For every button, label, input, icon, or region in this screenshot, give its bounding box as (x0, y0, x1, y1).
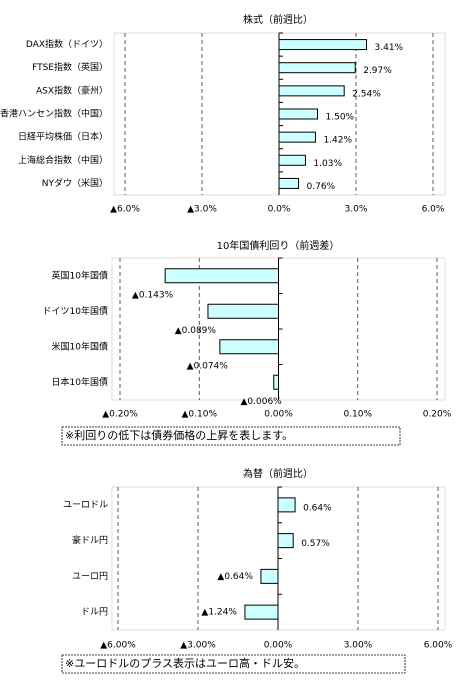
chart-title: 為替（前週比） (243, 467, 313, 480)
value-label: 0.64% (303, 503, 332, 513)
bar (277, 533, 294, 549)
category-label: NYダウ（米国） (42, 177, 108, 189)
x-tick-label: ▲6.00% (100, 641, 136, 651)
value-label: 1.03% (313, 159, 342, 169)
x-tick-label: 6.0% (422, 205, 445, 215)
value-label: 0.57% (301, 539, 330, 549)
category-label: 英国10年国債 (52, 269, 108, 281)
x-tick-label: ▲3.00% (180, 641, 216, 651)
x-tick-label: 6.00% (424, 641, 453, 651)
note-box (61, 654, 406, 674)
bar (277, 497, 296, 513)
x-tick-label: 0.0% (268, 205, 291, 215)
bar (278, 108, 318, 120)
value-label: 1.50% (326, 113, 355, 123)
bar (278, 85, 345, 97)
x-tick-label: 0.00% (264, 641, 293, 651)
bar (278, 62, 356, 74)
x-tick-label: 0.20% (423, 410, 452, 420)
category-label: 香港ハンセン指数（中国） (0, 108, 108, 120)
bar (278, 177, 300, 189)
note-box (61, 426, 401, 446)
x-tick-label: 0.10% (343, 410, 372, 420)
chart-title: 株式（前週比） (243, 13, 313, 26)
bar (273, 374, 279, 390)
category-label: ドル円 (81, 607, 108, 618)
value-label: ▲0.089% (175, 326, 217, 336)
category-label: ドイツ10年国債 (43, 305, 108, 317)
value-label: 2.54% (352, 89, 381, 99)
x-tick-label: ▲6.0% (110, 205, 140, 215)
value-label: 2.97% (363, 66, 392, 76)
category-label: FTSE指数（英国） (32, 61, 108, 73)
value-label: ▲0.006% (240, 397, 282, 407)
x-tick-label: ▲3.0% (187, 205, 217, 215)
bar (278, 131, 316, 143)
category-label: 日本10年国債 (52, 376, 108, 388)
x-tick-label: ▲0.20% (102, 410, 138, 420)
bar (278, 39, 368, 51)
x-tick-label: ▲0.10% (181, 410, 217, 420)
chart-title: 10年国債利回り（前週差） (217, 239, 340, 252)
category-label: 米国10年国債 (52, 340, 108, 352)
category-label: ユーロ円 (72, 571, 108, 582)
value-label: ▲0.143% (132, 290, 174, 300)
bar (219, 339, 279, 355)
bar (207, 303, 279, 319)
note: ※ユーロドルのプラス表示はユーロ高・ドル安。 (65, 656, 305, 670)
value-label: ▲1.24% (201, 608, 237, 618)
category-label: DAX指数（ドイツ） (26, 38, 108, 50)
value-label: ▲0.074% (187, 361, 229, 371)
x-tick-label: 3.00% (344, 641, 373, 651)
category-label: ASX指数（豪州） (36, 84, 108, 96)
x-tick-label: 3.0% (345, 205, 368, 215)
value-label: 0.76% (307, 182, 336, 192)
bar (260, 568, 279, 584)
value-label: 3.41% (375, 43, 404, 53)
category-label: ユーロドル (63, 500, 108, 510)
category-label: 上海総合指数（中国） (18, 154, 108, 166)
bar (278, 154, 306, 166)
category-label: 豪ドル円 (72, 534, 108, 546)
bar (244, 604, 279, 620)
note: ※利回りの低下は債券価格の上昇を表します。 (65, 428, 293, 442)
value-label: 1.42% (323, 136, 352, 146)
category-label: 日経平均株価（日本） (18, 131, 108, 143)
x-tick-label: 0.00% (264, 410, 293, 420)
bar (164, 268, 279, 284)
value-label: ▲0.64% (217, 572, 253, 582)
